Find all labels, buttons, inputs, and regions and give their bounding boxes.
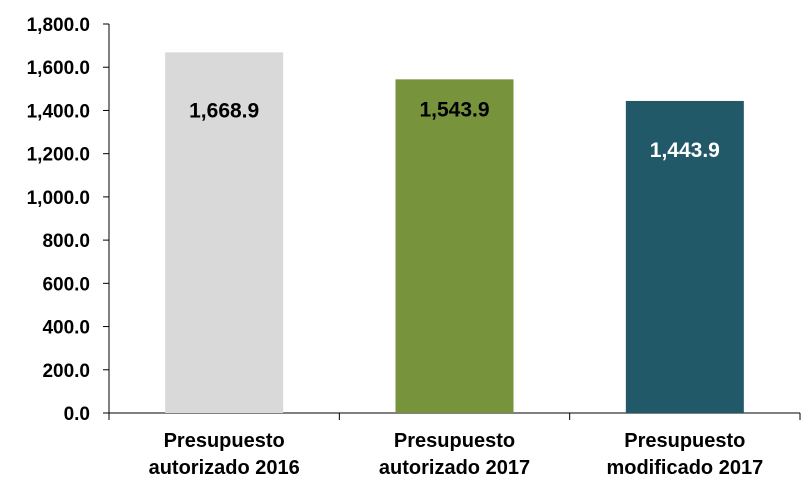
y-axis: 0.0 200.0 400.0 600.0 800.0 1,000.0 1,200.0 1,4… <box>27 15 110 425</box>
y-tick-label: 1,800.0 <box>27 15 90 36</box>
y-tick-label: 1,600.0 <box>27 58 90 79</box>
data-labels: 1,668.9 1,543.9 1,443.9 <box>189 98 720 162</box>
category-label: Presupuesto <box>394 430 515 452</box>
category-label: Presupuesto <box>624 430 745 452</box>
category-label: modificado 2017 <box>606 457 763 479</box>
x-axis <box>108 412 801 420</box>
category-label: autorizado 2016 <box>149 457 300 479</box>
y-tick-label: 800.0 <box>42 231 90 252</box>
y-tick-label: 600.0 <box>42 274 90 295</box>
data-label: 1,668.9 <box>189 99 259 122</box>
category-label: autorizado 2017 <box>379 457 530 479</box>
y-tick-label: 200.0 <box>42 361 90 382</box>
category-labels: Presupuesto autorizado 2016 Presupuesto aut… <box>149 430 764 479</box>
data-label: 1,543.9 <box>419 98 489 121</box>
data-label: 1,443.9 <box>650 139 720 162</box>
y-tick-label: 0.0 <box>64 404 90 425</box>
bar <box>625 100 744 414</box>
y-tick-label: 400.0 <box>42 318 90 339</box>
bars <box>165 52 744 414</box>
bar <box>395 79 514 413</box>
bar <box>165 52 284 414</box>
y-tick-label: 1,400.0 <box>27 101 90 122</box>
y-tick-label: 1,200.0 <box>27 145 90 166</box>
category-label: Presupuesto <box>164 430 285 452</box>
y-tick-label: 1,000.0 <box>27 188 90 209</box>
